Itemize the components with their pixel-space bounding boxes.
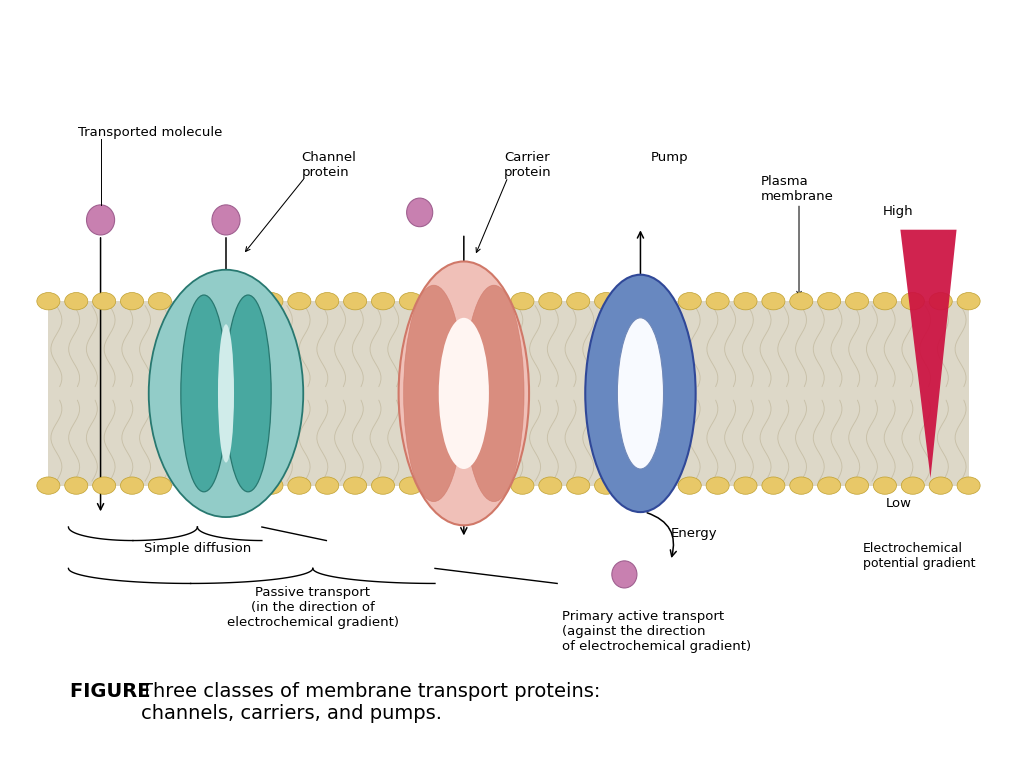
Circle shape <box>790 477 813 495</box>
Circle shape <box>344 477 367 495</box>
Circle shape <box>707 477 729 495</box>
Ellipse shape <box>212 205 240 235</box>
Circle shape <box>957 293 980 310</box>
Circle shape <box>762 477 785 495</box>
Circle shape <box>288 477 311 495</box>
Circle shape <box>929 477 952 495</box>
Text: Plasma
membrane: Plasma membrane <box>761 175 834 204</box>
Circle shape <box>846 477 868 495</box>
Circle shape <box>176 293 200 310</box>
Circle shape <box>232 477 255 495</box>
Text: Channel
protein: Channel protein <box>301 151 356 179</box>
Text: Three classes of membrane transport proteins:
channels, carriers, and pumps.: Three classes of membrane transport prot… <box>141 682 601 723</box>
Circle shape <box>204 477 227 495</box>
Circle shape <box>623 477 645 495</box>
Circle shape <box>65 293 88 310</box>
Circle shape <box>539 293 562 310</box>
Ellipse shape <box>617 318 664 469</box>
Circle shape <box>817 293 841 310</box>
Circle shape <box>288 293 311 310</box>
Circle shape <box>790 293 813 310</box>
Circle shape <box>511 477 534 495</box>
Circle shape <box>817 477 841 495</box>
Circle shape <box>650 293 674 310</box>
Ellipse shape <box>438 318 488 469</box>
Circle shape <box>399 293 423 310</box>
Polygon shape <box>900 230 956 478</box>
Ellipse shape <box>464 285 524 502</box>
Circle shape <box>873 477 896 495</box>
Circle shape <box>121 293 143 310</box>
Text: High: High <box>883 205 913 218</box>
Circle shape <box>315 293 339 310</box>
Circle shape <box>929 293 952 310</box>
Ellipse shape <box>86 205 115 235</box>
Text: Energy: Energy <box>671 527 717 540</box>
Circle shape <box>511 293 534 310</box>
Circle shape <box>176 477 200 495</box>
Circle shape <box>37 477 60 495</box>
Ellipse shape <box>148 270 303 517</box>
Text: Electrochemical
potential gradient: Electrochemical potential gradient <box>863 542 976 570</box>
Ellipse shape <box>586 275 695 512</box>
Text: Simple diffusion: Simple diffusion <box>143 542 251 555</box>
Circle shape <box>707 293 729 310</box>
Circle shape <box>260 293 283 310</box>
Ellipse shape <box>398 261 529 525</box>
Circle shape <box>121 477 143 495</box>
Circle shape <box>92 477 116 495</box>
Circle shape <box>372 477 394 495</box>
Text: Passive transport
(in the direction of
electrochemical gradient): Passive transport (in the direction of e… <box>226 587 398 630</box>
Ellipse shape <box>403 285 464 502</box>
Circle shape <box>427 477 451 495</box>
Ellipse shape <box>612 561 637 588</box>
Text: Low: Low <box>886 497 911 510</box>
Text: Transported molecule: Transported molecule <box>79 127 223 140</box>
Circle shape <box>678 293 701 310</box>
Circle shape <box>427 293 451 310</box>
Circle shape <box>204 293 227 310</box>
Text: Pump: Pump <box>650 151 688 164</box>
Circle shape <box>734 477 757 495</box>
Circle shape <box>399 477 423 495</box>
Circle shape <box>873 293 896 310</box>
Circle shape <box>901 477 925 495</box>
Circle shape <box>678 477 701 495</box>
Circle shape <box>372 293 394 310</box>
Circle shape <box>344 293 367 310</box>
Circle shape <box>232 293 255 310</box>
Circle shape <box>92 293 116 310</box>
Circle shape <box>595 477 617 495</box>
Circle shape <box>455 477 478 495</box>
Circle shape <box>846 293 868 310</box>
Circle shape <box>148 477 171 495</box>
Ellipse shape <box>181 295 227 492</box>
Circle shape <box>650 477 674 495</box>
Text: FIGURE: FIGURE <box>70 682 157 701</box>
Circle shape <box>260 477 283 495</box>
Text: Primary active transport
(against the direction
of electrochemical gradient): Primary active transport (against the di… <box>562 610 752 653</box>
Circle shape <box>957 477 980 495</box>
Ellipse shape <box>225 295 271 492</box>
Circle shape <box>455 293 478 310</box>
Text: Carrier
protein: Carrier protein <box>504 151 552 179</box>
Circle shape <box>901 293 925 310</box>
Circle shape <box>148 293 171 310</box>
Circle shape <box>762 293 785 310</box>
Ellipse shape <box>407 198 433 227</box>
Circle shape <box>595 293 617 310</box>
Circle shape <box>483 293 506 310</box>
Circle shape <box>566 477 590 495</box>
Circle shape <box>734 293 757 310</box>
Circle shape <box>539 477 562 495</box>
Ellipse shape <box>218 324 234 462</box>
Circle shape <box>37 293 60 310</box>
Circle shape <box>315 477 339 495</box>
Circle shape <box>483 477 506 495</box>
Circle shape <box>65 477 88 495</box>
Bar <box>48 301 969 485</box>
Circle shape <box>623 293 645 310</box>
Circle shape <box>566 293 590 310</box>
